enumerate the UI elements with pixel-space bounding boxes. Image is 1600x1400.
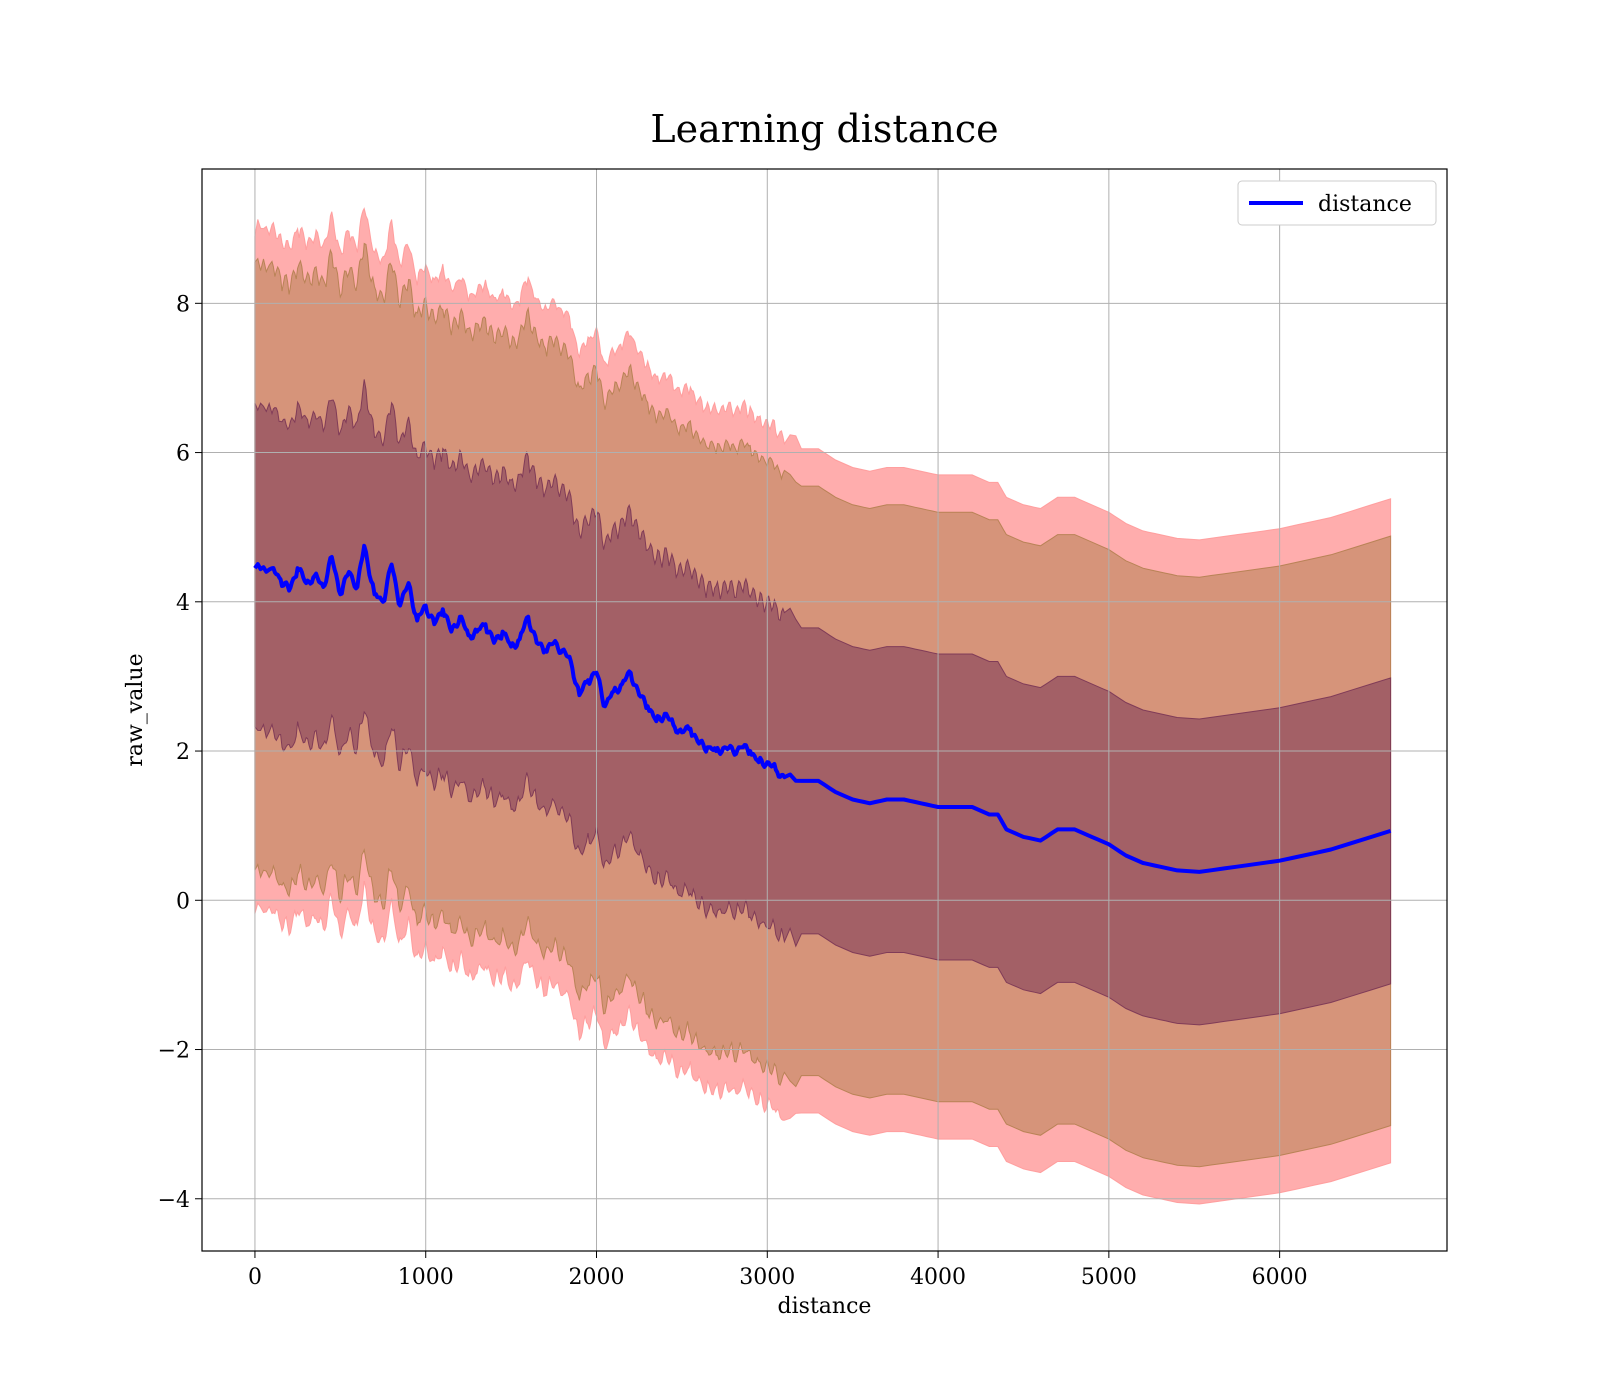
x-tick-label: 0 [248,1265,262,1290]
y-tick-label: 8 [176,292,190,317]
legend-label-distance: distance [1318,192,1412,217]
x-axis-ticks: 0 1000 2000 3000 4000 5000 6000 [248,1251,1308,1290]
y-tick-label: 6 [176,442,190,467]
y-tick-label: −2 [158,1039,190,1064]
legend: distance [1237,180,1437,226]
y-tick-label: 2 [176,740,190,765]
y-tick-label: −4 [158,1188,190,1213]
plot-area-frame [201,168,1448,1252]
y-axis-label: raw_value [123,653,148,766]
x-tick-label: 2000 [569,1265,625,1290]
series-lines [253,543,1392,874]
band-inner [254,379,1392,1026]
x-tick-label: 6000 [1252,1265,1308,1290]
chart-title: Learning distance [650,107,998,151]
x-axis-label: distance [778,1294,872,1319]
y-tick-label: 4 [176,591,190,616]
x-tick-label: 4000 [910,1265,966,1290]
y-axis-ticks: −4 −2 0 2 4 6 8 [158,292,202,1213]
x-tick-label: 5000 [1081,1265,1137,1290]
legend-box [1237,180,1437,226]
grid [202,169,1447,1251]
series-line-distance [253,543,1392,874]
confidence-bands [254,207,1392,1205]
x-tick-label: 1000 [398,1265,454,1290]
y-tick-label: 0 [176,889,190,914]
x-tick-label: 3000 [739,1265,795,1290]
